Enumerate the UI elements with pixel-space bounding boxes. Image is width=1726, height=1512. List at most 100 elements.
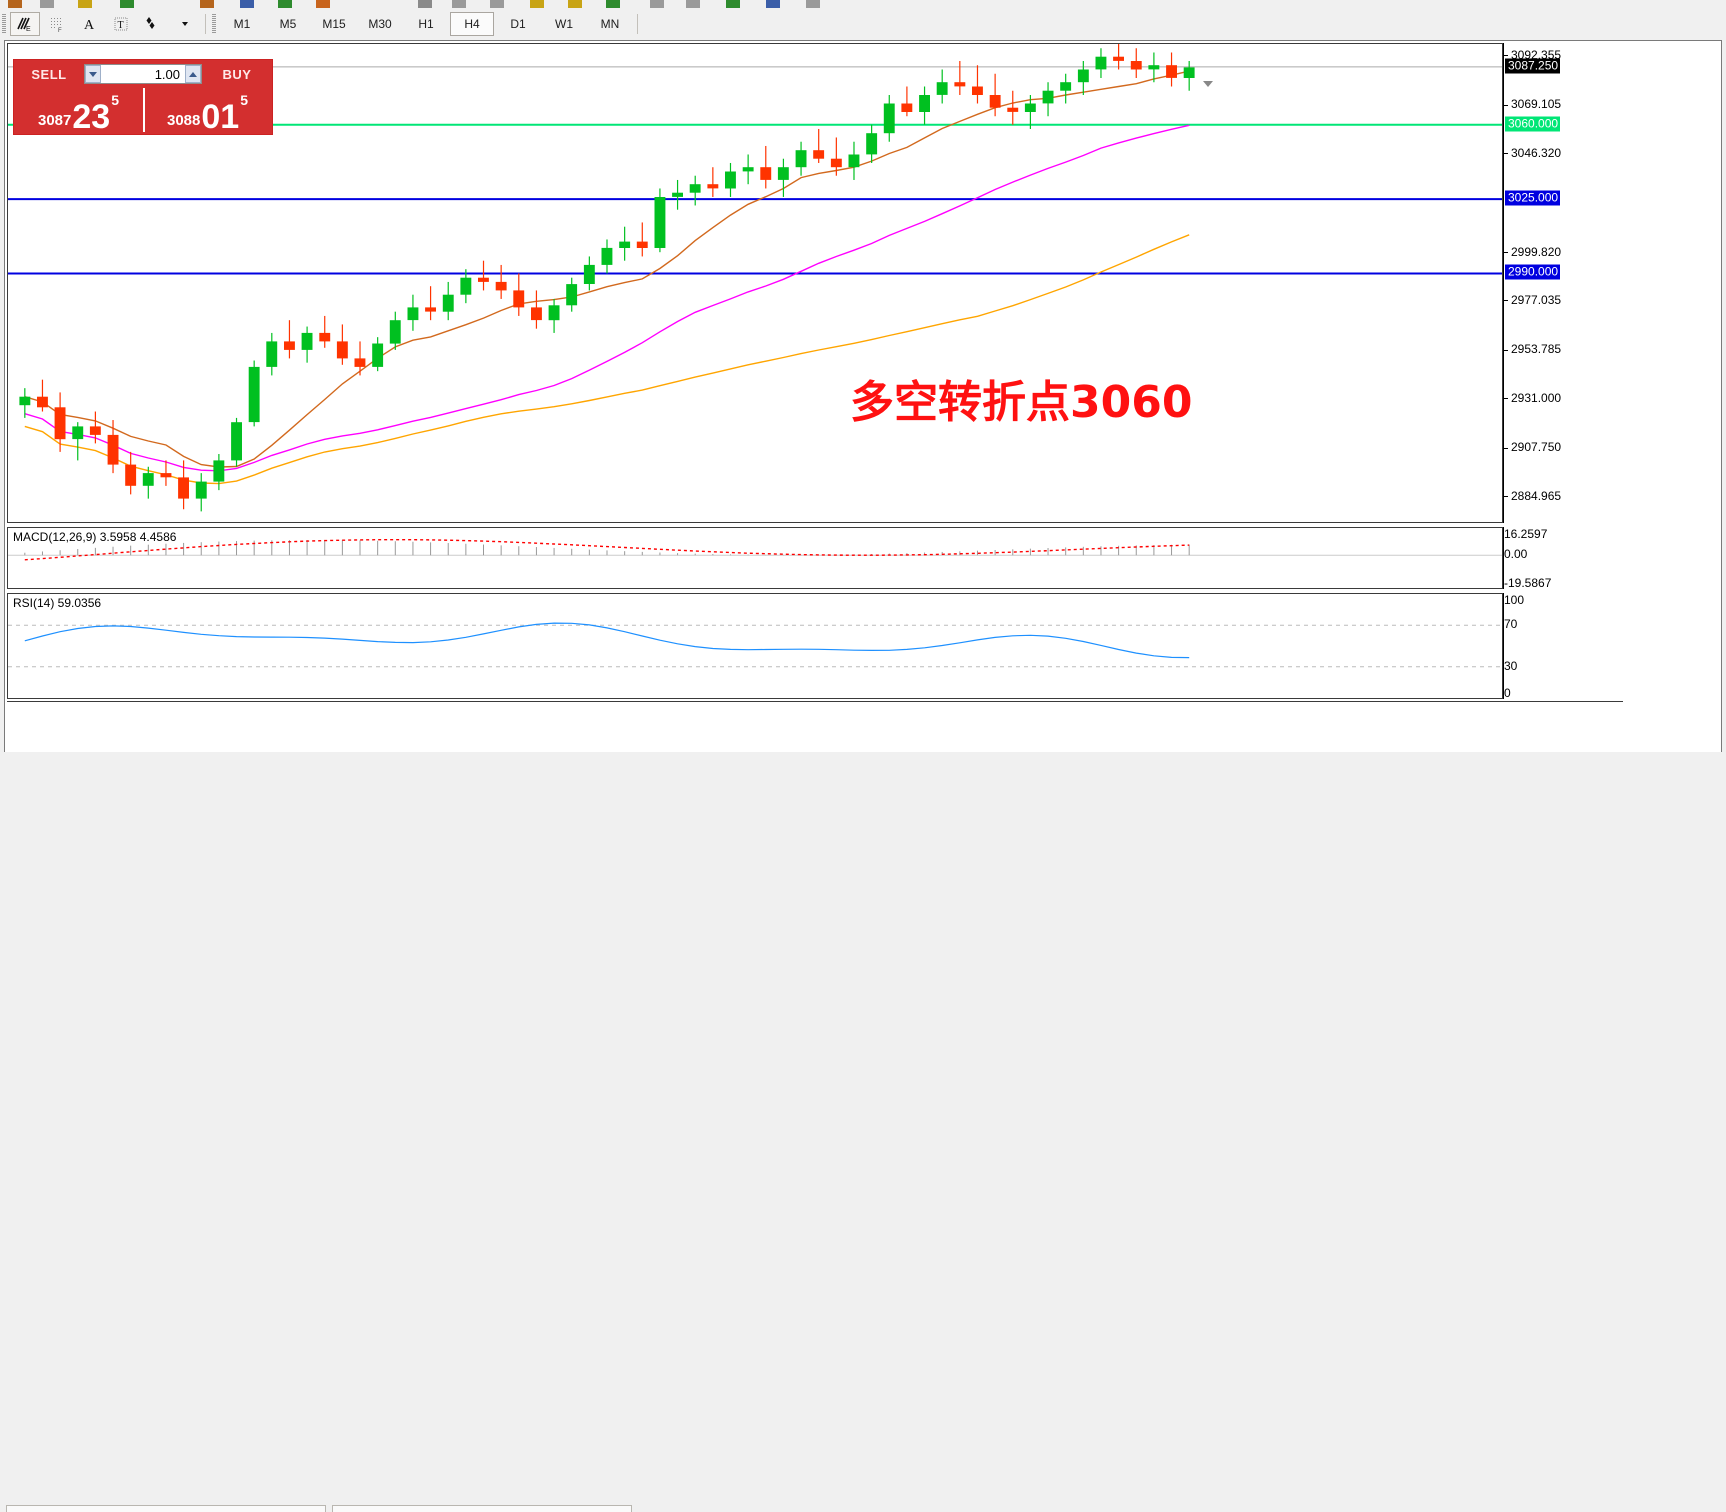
candle (37, 379, 48, 412)
toolbar-overflow-icon-16[interactable] (726, 0, 740, 8)
candle (919, 86, 930, 125)
toolbar-grip[interactable] (2, 14, 6, 34)
toolbar-overflow-icon-17[interactable] (766, 0, 780, 8)
toolbar-overflow-icon-1[interactable] (40, 0, 54, 8)
candle (389, 311, 401, 350)
buy-price[interactable]: 3088 01 5 (143, 86, 272, 134)
sell-button[interactable]: SELL (31, 66, 67, 82)
timeframe-m1[interactable]: M1 (233, 17, 251, 31)
candle (231, 417, 242, 467)
rsi-tick: 30 (1504, 658, 1518, 673)
candle (442, 281, 454, 321)
candle (1113, 44, 1124, 70)
macd-tick: -19.5867 (1504, 576, 1552, 590)
price-tick: 3046.320 (1504, 146, 1561, 160)
taskbar-item-1[interactable] (6, 1505, 326, 1512)
label-icon[interactable]: T (106, 12, 136, 36)
buy-button[interactable]: BUY (222, 66, 252, 82)
volume-increase-icon[interactable] (185, 65, 201, 83)
macd-tick: 16.2597 (1504, 527, 1548, 541)
candle (760, 145, 772, 189)
timeframe-d1[interactable]: D1 (510, 17, 526, 31)
grid-icon[interactable]: F (42, 12, 72, 36)
toolbar-overflow-icon-5[interactable] (240, 0, 254, 8)
timeframe-m5[interactable]: M5 (279, 17, 297, 31)
price-tag-3060.000[interactable]: 3060.000 (1505, 116, 1561, 132)
candle (866, 124, 878, 163)
price-scale[interactable]: 3092.355 3069.105 3046.320 2999.820 2977.035… (1503, 43, 1623, 523)
toolbar-divider (205, 14, 206, 34)
svg-text:A: A (84, 18, 95, 33)
timeframe-toolbar-grip[interactable] (212, 14, 216, 34)
taskbar-item-2[interactable] (332, 1505, 632, 1512)
chart-window[interactable]: SP500-,H4 3087.250 3087.250 3087.250 308… (4, 40, 1722, 756)
candle (672, 179, 683, 210)
toolbar-overflow-icon-9[interactable] (452, 0, 466, 8)
candle (495, 264, 507, 299)
sell-price[interactable]: 3087 23 5 (14, 86, 143, 134)
toolbar-overflow-icon-6[interactable] (278, 0, 292, 8)
macd-label: MACD(12,26,9) 3.5958 4.4586 (13, 530, 177, 544)
time-axis[interactable]: 4 Oct 20198 Oct 16:0010 Oct 16:0014 Oct … (7, 701, 1623, 755)
candle (248, 360, 260, 427)
macd-signal-line (24, 539, 1190, 561)
candle (301, 326, 313, 363)
candle (1148, 52, 1160, 83)
toolbar-overflow-icon-7[interactable] (316, 0, 330, 8)
toolbar-overflow-icon-10[interactable] (490, 0, 504, 8)
toolbar-overflow-icon-18[interactable] (806, 0, 820, 8)
candle (284, 320, 295, 359)
candle (619, 226, 631, 261)
toolbar-overflow-icon-15[interactable] (686, 0, 700, 8)
toolbar-overflow-icon-2[interactable] (78, 0, 92, 8)
timeframe-w1[interactable]: W1 (555, 17, 573, 31)
svg-text:T: T (118, 20, 124, 31)
candle (372, 337, 384, 372)
candle (636, 222, 648, 257)
one-click-trading-panel[interactable]: SELL 1.00 BUY 3087 23 5 3088 01 5 (13, 59, 273, 135)
toolbar-overflow-icon-0[interactable] (8, 0, 22, 8)
macd-pane[interactable]: MACD(12,26,9) 3.5958 4.4586 (7, 527, 1503, 589)
price-tick: 2884.965 (1504, 489, 1561, 503)
indicator-icon[interactable]: E (10, 12, 40, 36)
rsi-pane[interactable]: RSI(14) 59.0356 (7, 593, 1503, 699)
candle (1007, 90, 1019, 125)
timeframe-h1[interactable]: H1 (418, 17, 434, 31)
candle (19, 388, 31, 418)
candle (107, 420, 119, 474)
toolbar-overflow-icon-3[interactable] (120, 0, 134, 8)
price-divider (143, 88, 145, 132)
price-tag-3025.000[interactable]: 3025.000 (1505, 190, 1561, 206)
chevron-down-icon[interactable] (170, 12, 200, 36)
price-tick: 3069.105 (1504, 97, 1561, 111)
candle (178, 460, 189, 510)
buy-price-prefix: 3088 (167, 112, 201, 129)
volume-value[interactable]: 1.00 (154, 66, 180, 82)
candle (460, 269, 472, 304)
volume-decrease-icon[interactable] (85, 65, 101, 83)
volume-stepper[interactable]: 1.00 (84, 64, 202, 84)
toolbar-overflow-icon-4[interactable] (200, 0, 214, 8)
rsi-scale[interactable]: 100 70 30 0 (1503, 593, 1623, 700)
price-tag-3087.250[interactable]: 3087.250 (1505, 58, 1561, 74)
candle (195, 473, 207, 512)
timeframe-m15[interactable]: M15 (322, 17, 346, 31)
text-icon[interactable]: A (74, 12, 104, 36)
price-tick: 2907.750 (1504, 440, 1561, 454)
candle (1095, 48, 1107, 78)
timeframe-h4[interactable]: H4 (450, 12, 494, 36)
objects-icon[interactable] (138, 12, 168, 36)
macd-scale[interactable]: 16.2597 0.00 -19.5867 (1503, 527, 1623, 590)
toolbar-overflow-icon-12[interactable] (568, 0, 582, 8)
timeframe-mn[interactable]: MN (600, 17, 620, 31)
candle (125, 451, 137, 495)
timeframe-m30[interactable]: M30 (368, 17, 392, 31)
candle (336, 324, 348, 365)
toolbar-overflow-icon-8[interactable] (418, 0, 432, 8)
taskbar-strip (0, 752, 1726, 1512)
toolbar-overflow-icon-14[interactable] (650, 0, 664, 8)
price-tick: 2953.785 (1504, 342, 1561, 356)
toolbar-overflow-icon-11[interactable] (530, 0, 544, 8)
price-tag-2990.000[interactable]: 2990.000 (1505, 264, 1561, 280)
toolbar-overflow-icon-13[interactable] (606, 0, 620, 8)
